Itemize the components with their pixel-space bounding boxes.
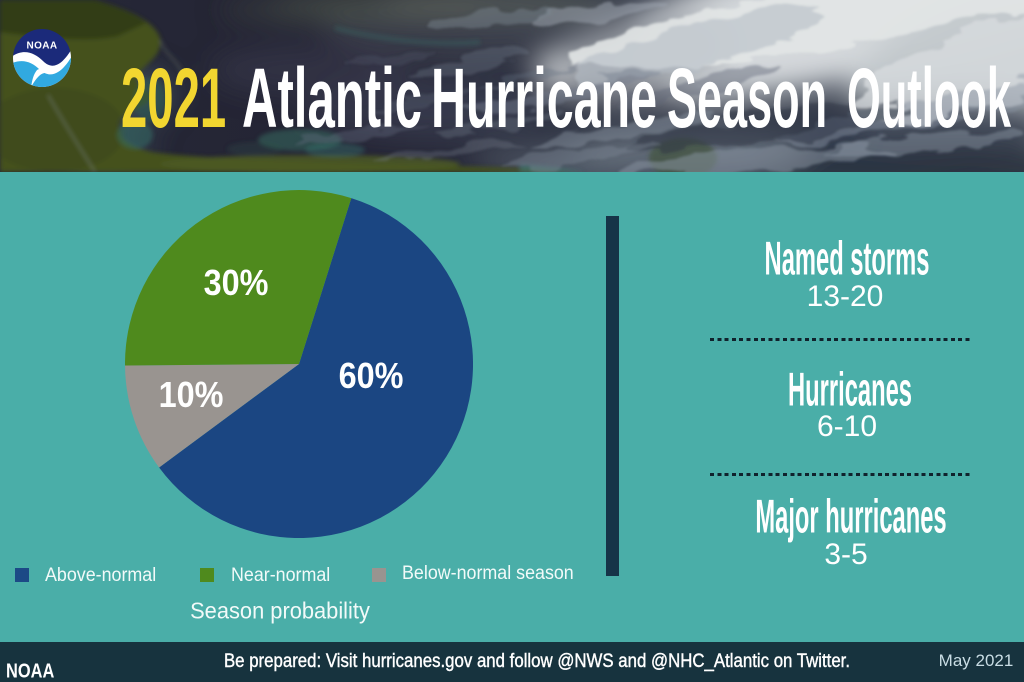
svg-text:NOAA: NOAA <box>26 41 57 52</box>
